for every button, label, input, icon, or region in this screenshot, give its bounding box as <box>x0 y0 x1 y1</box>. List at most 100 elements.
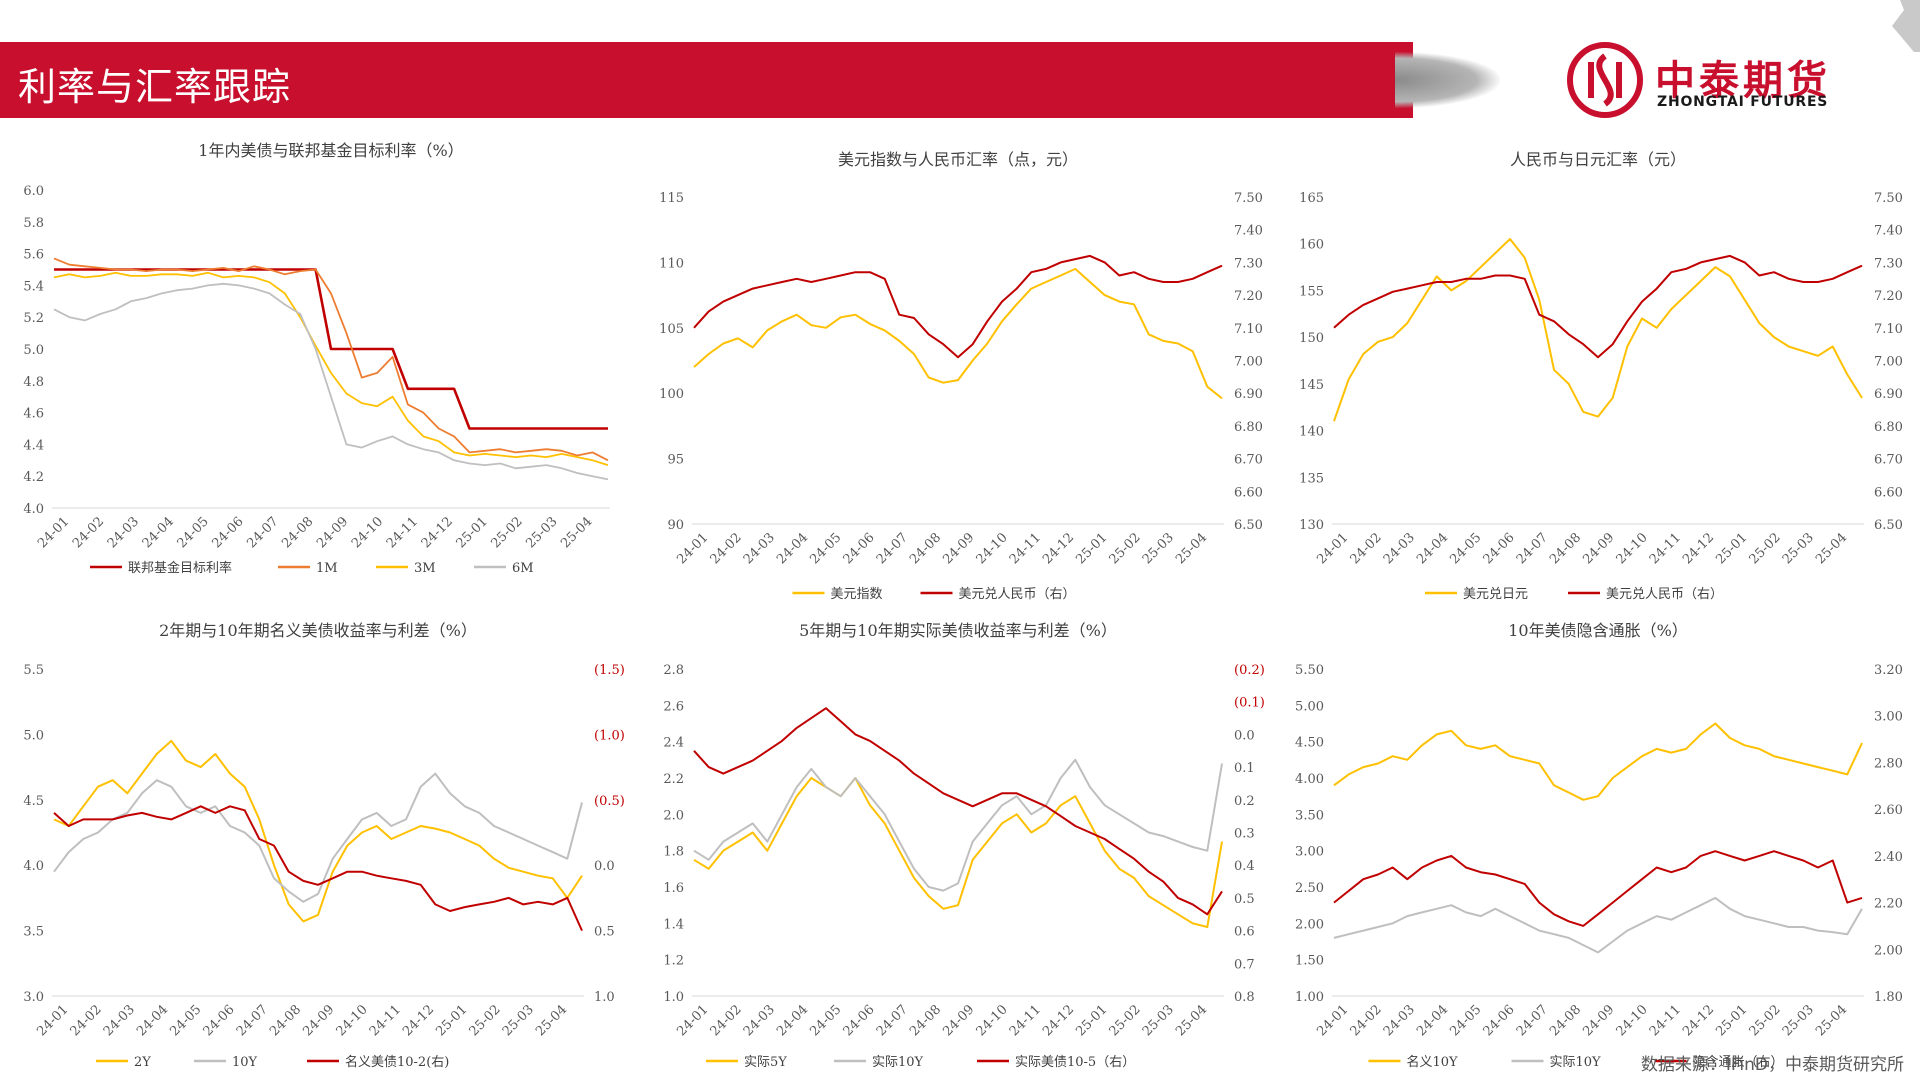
x-tick-label: 24-05 <box>1447 1002 1484 1039</box>
y-left-tick-label: 3.0 <box>23 990 44 1005</box>
x-tick-label: 24-04 <box>140 514 177 551</box>
x-tick-label: 25-03 <box>1140 1002 1177 1039</box>
x-tick-label: 24-12 <box>400 1002 437 1039</box>
x-tick-label: 25-04 <box>558 514 595 551</box>
y-right-tick-label: 6.90 <box>1234 387 1263 402</box>
y-right-tick-label: 7.30 <box>1234 256 1263 271</box>
x-tick-label: 24-03 <box>101 1002 138 1039</box>
x-tick-label: 24-12 <box>1040 530 1077 567</box>
x-tick-label: 25-04 <box>533 1002 570 1039</box>
x-tick-label: 24-06 <box>201 1002 238 1039</box>
y-left-tick-label: 140 <box>1299 425 1324 440</box>
x-tick-label: 24-07 <box>234 1002 271 1039</box>
y-left-tick-label: 95 <box>667 453 684 468</box>
x-tick-label: 24-02 <box>1348 530 1385 567</box>
x-tick-label: 24-03 <box>1381 1002 1418 1039</box>
y-left-tick-label: 160 <box>1299 238 1324 253</box>
y-left-tick-label: 1.0 <box>663 990 684 1005</box>
x-tick-label: 24-12 <box>1680 530 1717 567</box>
y-left-tick-label: 1.4 <box>663 917 684 932</box>
y-right-tick-label: 6.80 <box>1874 420 1903 435</box>
y-left-tick-label: 3.50 <box>1295 808 1324 823</box>
legend-label: 名义10Y <box>1407 1054 1459 1070</box>
y-left-tick-label: 1.8 <box>663 845 684 860</box>
legend-label: 10Y <box>232 1055 258 1070</box>
x-tick-label: 24-02 <box>708 1002 745 1039</box>
y-left-tick-label: 1.6 <box>663 881 684 896</box>
y-right-tick-label: 0.0 <box>594 859 615 874</box>
y-left-tick-label: 90 <box>667 518 684 533</box>
x-tick-label: 25-02 <box>1107 1002 1144 1039</box>
legend-label: 1M <box>316 561 338 576</box>
y-left-tick-label: 110 <box>659 256 684 271</box>
legend-label: 美元兑人民币（右） <box>1606 587 1723 602</box>
chart-svg-1: 1年内美债与联邦基金目标利率（%） 6.0 5.8 5.6 5.4 5.2 5.0 4.8 4.… <box>23 141 610 576</box>
x-tick-label: 24-12 <box>419 514 456 551</box>
x-tick-label: 24-06 <box>841 1002 878 1039</box>
y-right-tick-label: 7.10 <box>1234 322 1263 337</box>
y-right-tick-label: 2.20 <box>1874 897 1903 912</box>
y-left-tick-label: 2.4 <box>663 736 684 751</box>
y-right-tick-label: 0.5 <box>1234 892 1255 907</box>
y-left-tick-label: 130 <box>1299 518 1324 533</box>
y-left-tick-label: 135 <box>1299 471 1324 486</box>
y-left-tick-label: 1.2 <box>663 954 684 969</box>
x-tick-label: 25-01 <box>433 1002 470 1039</box>
y-left-tick-label: 5.00 <box>1295 699 1324 714</box>
x-tick-label: 24-02 <box>70 514 107 551</box>
x-tick-label: 24-05 <box>1447 530 1484 567</box>
y-left-tick-label: 4.6 <box>23 407 44 422</box>
y-right-tick-label: (0.1) <box>1234 696 1265 711</box>
x-tick-label: 24-02 <box>68 1002 105 1039</box>
x-tick-label: 25-01 <box>1073 1002 1110 1039</box>
y-left-tick-label: 4.4 <box>23 438 44 453</box>
x-tick-label: 24-09 <box>940 530 977 567</box>
y-right-tick-label: 0.0 <box>1234 728 1255 743</box>
y-right-tick-label: 7.30 <box>1874 256 1903 271</box>
y-right-tick-label: (1.0) <box>594 728 625 743</box>
y-right-tick-label: 2.00 <box>1874 943 1903 958</box>
x-tick-label: 25-04 <box>1173 1002 1210 1039</box>
x-tick-label: 25-01 <box>1713 1002 1750 1039</box>
y-left-tick-label: 2.00 <box>1295 917 1324 932</box>
y-right-tick-label: 7.20 <box>1874 289 1903 304</box>
legend-label: 实际美债10-5（右） <box>1015 1055 1135 1070</box>
x-tick-label: 24-09 <box>1580 1002 1617 1039</box>
x-tick-label: 24-06 <box>1481 1002 1518 1039</box>
y-right-tick-label: 2.80 <box>1874 756 1903 771</box>
chart-title: 1年内美债与联邦基金目标利率（%） <box>198 141 463 160</box>
chart-panel-6: 10年美债隐含通胀（%） 5.50 5.00 4.50 4.00 3.50 3.00 2.50… <box>1280 612 1920 1074</box>
series-line-2 <box>53 257 609 462</box>
chart-title: 5年期与10年期实际美债收益率与利差（%） <box>799 621 1117 640</box>
series-line-2 <box>53 772 583 903</box>
x-tick-label: 24-08 <box>907 530 944 567</box>
chart-title: 2年期与10年期名义美债收益率与利差（%） <box>159 621 477 640</box>
logo-emblem-icon <box>1567 42 1643 118</box>
x-tick-label: 24-11 <box>384 514 421 551</box>
legend-label: 隐含通胀（右） <box>1693 1054 1784 1070</box>
legend-label: 6M <box>512 561 534 576</box>
x-tick-label: 25-02 <box>1747 530 1784 567</box>
y-right-tick-label: 7.40 <box>1234 224 1263 239</box>
x-tick-label: 24-01 <box>1314 530 1351 567</box>
y-right-tick-label: 3.00 <box>1874 710 1903 725</box>
legend-label: 实际5Y <box>744 1055 787 1070</box>
y-left-tick-label: 155 <box>1299 284 1324 299</box>
y-left-tick-label: 4.0 <box>23 859 44 874</box>
x-tick-label: 24-01 <box>1314 1002 1351 1039</box>
x-tick-label: 24-11 <box>1007 1002 1044 1039</box>
y-right-tick-label: 7.50 <box>1874 191 1903 206</box>
x-tick-label: 25-04 <box>1813 530 1850 567</box>
y-right-tick-label: 6.80 <box>1234 420 1263 435</box>
legend-label: 美元兑人民币（右） <box>959 587 1076 602</box>
series-line-1 <box>1333 238 1863 422</box>
x-tick-label: 25-02 <box>489 514 526 551</box>
x-tick-label: 24-10 <box>1614 530 1651 567</box>
y-left-tick-label: 5.0 <box>23 343 44 358</box>
x-tick-label: 24-01 <box>674 530 711 567</box>
y-right-tick-label: 0.1 <box>1234 761 1255 776</box>
y-left-tick-label: 4.0 <box>23 502 44 517</box>
y-left-tick-label: 145 <box>1299 378 1324 393</box>
x-tick-label: 24-10 <box>974 530 1011 567</box>
x-tick-label: 24-01 <box>35 514 72 551</box>
